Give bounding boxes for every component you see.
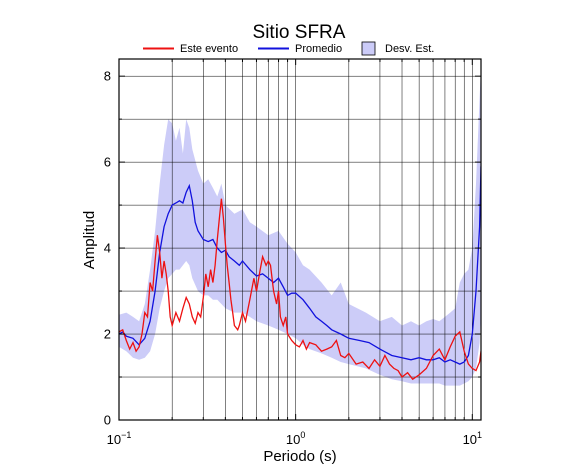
legend-label-promedio: Promedio bbox=[295, 43, 342, 55]
x-tick-label: 100 bbox=[286, 430, 305, 447]
legend: Este evento Promedio Desv. Est. bbox=[143, 41, 434, 56]
series-line-promedio bbox=[119, 166, 481, 365]
plot-frame bbox=[118, 58, 482, 421]
chart-title: Sitio SFRA bbox=[253, 22, 346, 43]
x-tick-label: 10−1 bbox=[107, 430, 132, 447]
y-axis-label: Amplitud bbox=[81, 211, 98, 269]
x-tick-label: 101 bbox=[463, 430, 482, 447]
legend-label-este-evento: Este evento bbox=[180, 43, 238, 55]
plot-area bbox=[119, 59, 481, 420]
grid-lines bbox=[119, 59, 481, 420]
axis-ticks bbox=[118, 59, 481, 421]
y-tick-label: 2 bbox=[104, 327, 111, 342]
y-tick-label: 4 bbox=[104, 241, 111, 256]
series-line-este-evento bbox=[119, 198, 481, 381]
y-tick-label: 8 bbox=[104, 69, 111, 84]
y-tick-label: 0 bbox=[104, 413, 111, 428]
legend-label-desv-est: Desv. Est. bbox=[385, 43, 434, 55]
x-tick-labels: 10−1 100 101 bbox=[107, 430, 482, 447]
x-axis-label: Periodo (s) bbox=[263, 448, 336, 465]
std-dev-band bbox=[119, 67, 481, 386]
y-tick-labels: 0 2 4 6 8 bbox=[104, 69, 111, 428]
legend-swatch-desv-est bbox=[361, 41, 376, 56]
y-tick-label: 6 bbox=[104, 155, 111, 170]
